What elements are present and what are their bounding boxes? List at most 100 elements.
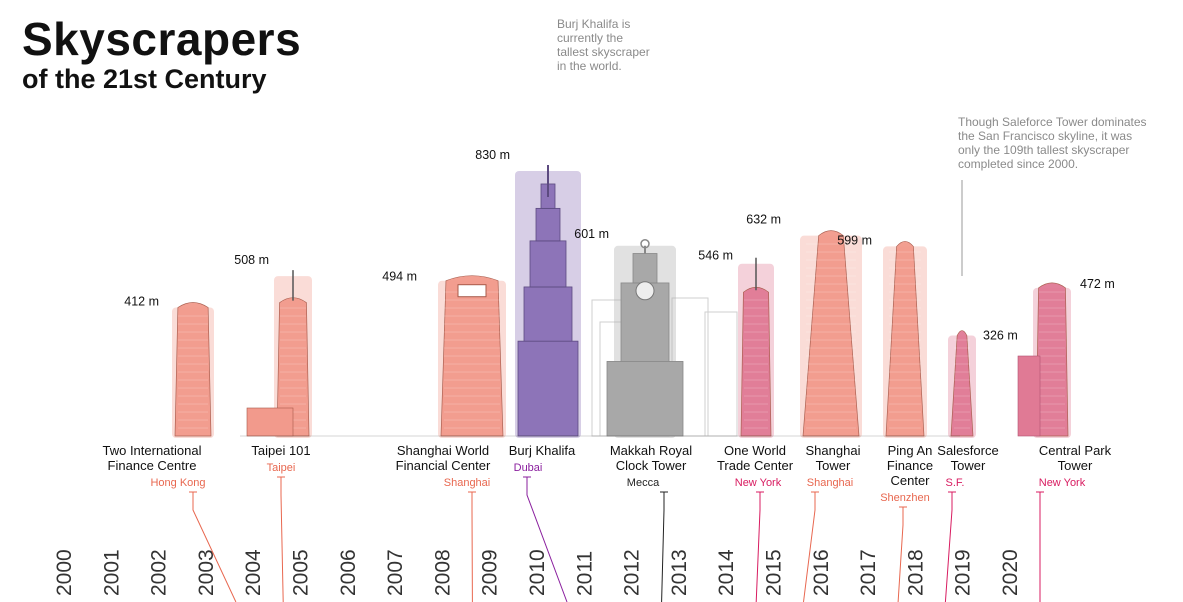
annotation-burj-line: Burj Khalifa is: [557, 17, 630, 31]
background-building: [704, 311, 738, 437]
building-name-line: Two International: [102, 443, 201, 458]
leader-line: [661, 492, 665, 602]
height-label: 830 m: [475, 148, 510, 162]
year-label-2006: 2006: [337, 549, 360, 596]
height-label: 546 m: [698, 249, 733, 263]
building-name-line: Makkah Royal: [610, 443, 692, 458]
building-city: Hong Kong: [150, 477, 205, 489]
building-name-line: Finance Centre: [108, 458, 197, 473]
building-city: Dubai: [514, 462, 543, 474]
building-name-line: Burj Khalifa: [509, 443, 576, 458]
building-city: Shanghai: [807, 477, 854, 489]
building-city: Shenzhen: [880, 492, 930, 504]
height-label: 599 m: [837, 233, 872, 247]
building-name-line: Central Park: [1039, 443, 1112, 458]
building-name-line: Shanghai: [806, 443, 861, 458]
building-city: Shanghai: [444, 477, 491, 489]
building-name-line: Salesforce: [937, 443, 998, 458]
leader-line: [192, 492, 237, 602]
height-label: 326 m: [983, 329, 1018, 343]
tower-annex: [1017, 355, 1041, 437]
crescent: [640, 239, 650, 249]
tower-body: [174, 302, 212, 437]
tower-section: [535, 207, 561, 242]
annotation-salesforce-line: Though Saleforce Tower dominates: [958, 115, 1147, 129]
year-label-2015: 2015: [763, 549, 786, 596]
height-label: 472 m: [1080, 277, 1115, 291]
building-name-line: Taipei 101: [251, 443, 310, 458]
year-label-2011: 2011: [573, 551, 596, 596]
leader-line: [280, 477, 284, 602]
year-label-2000: 2000: [53, 549, 76, 596]
year-label-2001: 2001: [100, 549, 123, 596]
building-name-line: Trade Center: [717, 458, 794, 473]
annotation-burj-line: in the world.: [557, 59, 622, 73]
leader-line: [755, 492, 761, 602]
building-name-line: Clock Tower: [616, 458, 687, 473]
building-name-line: Finance: [887, 458, 933, 473]
tower-body: [1035, 282, 1069, 437]
tower-group-3: 830 m Burj Khalifa Dubai: [475, 148, 581, 602]
tower-body: [740, 286, 772, 437]
tower-opening: [457, 284, 487, 298]
building-name-line: One World: [724, 443, 786, 458]
annotation-burj-line: tallest skyscraper: [557, 45, 650, 59]
year-label-2018: 2018: [904, 549, 927, 596]
year-label-2020: 2020: [999, 549, 1022, 596]
building-name-line: Financial Center: [396, 458, 491, 473]
height-label: 632 m: [746, 213, 781, 227]
year-label-2003: 2003: [195, 549, 218, 596]
height-label: 412 m: [124, 294, 159, 308]
building-city: Mecca: [627, 477, 660, 489]
year-label-2017: 2017: [857, 549, 880, 596]
tower-section: [517, 340, 579, 437]
year-label-2007: 2007: [384, 549, 407, 596]
building-city: Taipei: [267, 462, 296, 474]
chart-subtitle: of the 21st Century: [22, 64, 267, 94]
tower-section: [529, 240, 567, 288]
building-city: New York: [1039, 477, 1086, 489]
chart-title: Skyscrapers: [22, 13, 302, 65]
year-label-2019: 2019: [952, 549, 975, 596]
leader-line: [897, 507, 904, 602]
year-label-2010: 2010: [526, 549, 549, 596]
building-city: New York: [735, 477, 782, 489]
tower-body: [276, 297, 310, 437]
year-label-2013: 2013: [668, 549, 691, 596]
building-city: S.F.: [946, 477, 965, 489]
year-label-2004: 2004: [242, 549, 265, 596]
annotation-salesforce-line: completed since 2000.: [958, 157, 1078, 171]
tower-body: [885, 241, 925, 437]
year-label-2005: 2005: [290, 549, 313, 596]
building-name-line: Shanghai World: [397, 443, 489, 458]
tower-body: [950, 330, 974, 437]
leader-line: [944, 492, 953, 602]
building-name-line: Tower: [1058, 458, 1093, 473]
building-name-line: Tower: [816, 458, 851, 473]
height-label: 601 m: [574, 227, 609, 241]
leader-line: [526, 477, 568, 602]
year-label-2012: 2012: [621, 549, 644, 596]
clock-face: [635, 281, 655, 301]
year-label-2009: 2009: [479, 549, 502, 596]
tower-section: [523, 286, 573, 342]
tower-podium: [606, 361, 684, 437]
height-label: 494 m: [382, 270, 417, 284]
tower-group-1: 508 m Taipei 101 Taipei: [234, 253, 312, 602]
tower-crown: [632, 253, 658, 284]
tower-body: [802, 230, 860, 437]
building-name-line: Ping An: [888, 443, 933, 458]
building-name-line: Center: [890, 473, 930, 488]
year-label-2008: 2008: [431, 549, 454, 596]
tower-podium: [246, 407, 294, 437]
